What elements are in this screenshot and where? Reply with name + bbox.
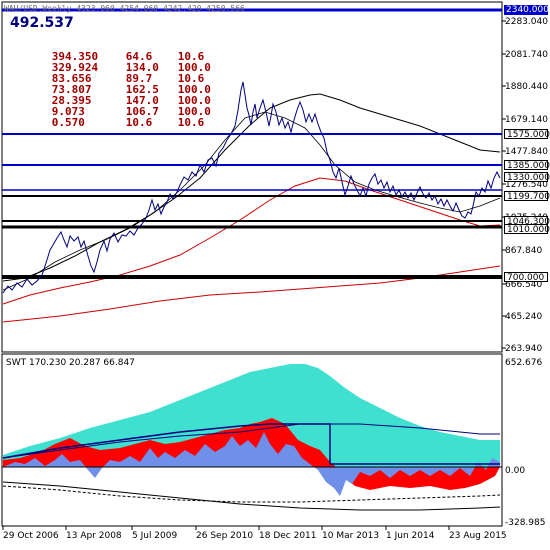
stats-cell: 100.0 [177,94,211,107]
price-tag-1199[interactable]: 1199.700 [504,191,550,202]
stats-cell: 0.570 [51,116,85,129]
main-plot-frame [1,1,503,353]
stats-row: 9.073 106.7 100.0 [12,95,228,117]
price-axis-label: 2283.040 [505,17,548,27]
stats-table: 394.350 64.6 10.6 329.924 134.0 100.0 83.656… [12,40,228,128]
price-axis-label: 1276.540 [505,180,548,190]
date-axis-label: 18 Dec 2011 [259,531,317,541]
long-moving-average-line [2,265,501,323]
price-tag-1385[interactable]: 1385.000 [504,160,550,171]
chart-symbol-title: WAU/USD,Weekly 4323.060 4254.060 4242.42… [4,4,245,13]
indicator-upper-line [2,423,500,459]
date-axis-label: 29 Oct 2006 [3,531,59,541]
indicator-blue-area [3,432,500,496]
date-axis-label: 23 Aug 2015 [449,531,507,541]
date-axis-label: 26 Sep 2010 [196,531,254,541]
indicator-lower-band-dashed [2,485,501,503]
price-axis-label: 1477.840 [505,147,548,157]
price-tag-700[interactable]: 700.000 [504,272,548,283]
date-axis-ticks [2,526,450,530]
stats-cell: 134.0 [125,61,159,74]
stats-cell: 100.0 [177,61,211,74]
stats-cell: 100.0 [177,83,211,96]
price-line [2,81,501,294]
stats-cell: 329.924 [51,61,99,74]
price-tag-1575[interactable]: 1575.000 [504,129,550,140]
stats-cell: 10.6 [125,116,153,129]
stats-cell: 83.656 [51,72,92,85]
date-axis-label: 10 Mar 2013 [322,531,380,541]
stats-row: 28.395 147.0 100.0 [12,84,228,106]
stats-cell: 10.6 [177,50,205,63]
date-axis-label: 5 Jul 2009 [132,531,178,541]
price-axis-label: 666.540 [505,280,543,290]
stats-cell: 89.7 [125,72,153,85]
stats-cell: 9.073 [51,105,85,118]
price-tag-1010[interactable]: 1010.000 [504,224,550,235]
stats-row: 83.656 89.7 10.6 [12,62,228,84]
price-axis-label: 1679.140 [505,115,548,125]
stats-cell: 28.395 [51,94,92,107]
price-axis-ticks [502,20,506,349]
price-axis-label: 263.940 [505,344,543,354]
stats-cell: 10.6 [177,116,205,129]
stats-cell: 73.807 [51,83,92,96]
indicator-axis-label: 652.676 [505,358,543,368]
stats-cell: 106.7 [125,105,159,118]
indicator-title: SWT 170.230 20.287 66.847 [6,358,135,368]
price-tag-1330[interactable]: 1330.000 [504,172,550,183]
indicator-plot-frame [1,353,503,527]
indicator-signal-line [2,423,500,465]
price-axis-label: 465.240 [505,312,543,322]
stats-cell: 394.350 [51,50,99,63]
short-moving-average-line [2,93,501,282]
indicator-axis-label: -328.985 [505,518,546,528]
stats-cell: 64.6 [125,50,153,63]
stats-cell: 162.5 [125,83,159,96]
stats-cell: 100.0 [177,105,211,118]
stats-row: 394.350 64.6 10.6 [12,40,228,62]
stats-cell: 10.6 [177,72,205,85]
stats-row: 0.570 10.6 10.6 [12,106,228,128]
price-axis-label: 2081.740 [505,50,548,60]
price-axis-label: 1880.440 [505,82,548,92]
date-axis-label: 13 Apr 2008 [66,531,122,541]
stats-cell: 147.0 [125,94,159,107]
medium-moving-average-line [2,177,501,305]
date-axis-label: 1 Jun 2014 [386,531,435,541]
price-tag-2340[interactable]: 2340.000 [504,5,549,15]
stats-row: 329.924 134.0 100.0 [12,51,228,73]
indicator-main-value: 492.537 [10,15,74,31]
indicator-lower-band [2,481,501,511]
indicator-axis-label: 0.00 [505,466,526,476]
indicator-negative-area [336,467,500,490]
stats-row: 73.807 162.5 100.0 [12,73,228,95]
fast-moving-average-line [2,111,501,291]
price-axis-label: 867.840 [505,246,543,256]
